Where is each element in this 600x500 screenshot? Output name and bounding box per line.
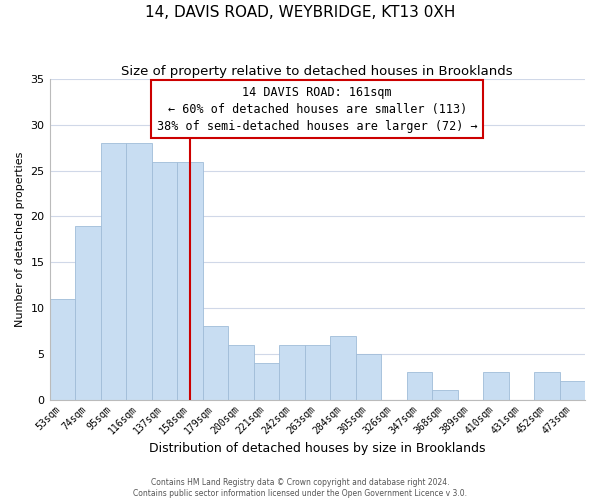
X-axis label: Distribution of detached houses by size in Brooklands: Distribution of detached houses by size … <box>149 442 485 455</box>
Text: 14 DAVIS ROAD: 161sqm
← 60% of detached houses are smaller (113)
38% of semi-det: 14 DAVIS ROAD: 161sqm ← 60% of detached … <box>157 86 478 132</box>
Bar <box>560 382 585 400</box>
Bar <box>279 344 305 400</box>
Text: 14, DAVIS ROAD, WEYBRIDGE, KT13 0XH: 14, DAVIS ROAD, WEYBRIDGE, KT13 0XH <box>145 5 455 20</box>
Bar <box>356 354 381 400</box>
Bar <box>228 344 254 400</box>
Bar <box>101 144 126 400</box>
Bar <box>50 299 75 400</box>
Bar <box>407 372 432 400</box>
Bar <box>203 326 228 400</box>
Bar <box>305 344 330 400</box>
Bar <box>432 390 458 400</box>
Bar <box>177 162 203 400</box>
Bar <box>330 336 356 400</box>
Text: Contains HM Land Registry data © Crown copyright and database right 2024.
Contai: Contains HM Land Registry data © Crown c… <box>133 478 467 498</box>
Bar <box>534 372 560 400</box>
Bar <box>254 363 279 400</box>
Bar <box>152 162 177 400</box>
Title: Size of property relative to detached houses in Brooklands: Size of property relative to detached ho… <box>121 65 513 78</box>
Bar <box>75 226 101 400</box>
Bar <box>126 144 152 400</box>
Bar <box>483 372 509 400</box>
Y-axis label: Number of detached properties: Number of detached properties <box>15 152 25 327</box>
